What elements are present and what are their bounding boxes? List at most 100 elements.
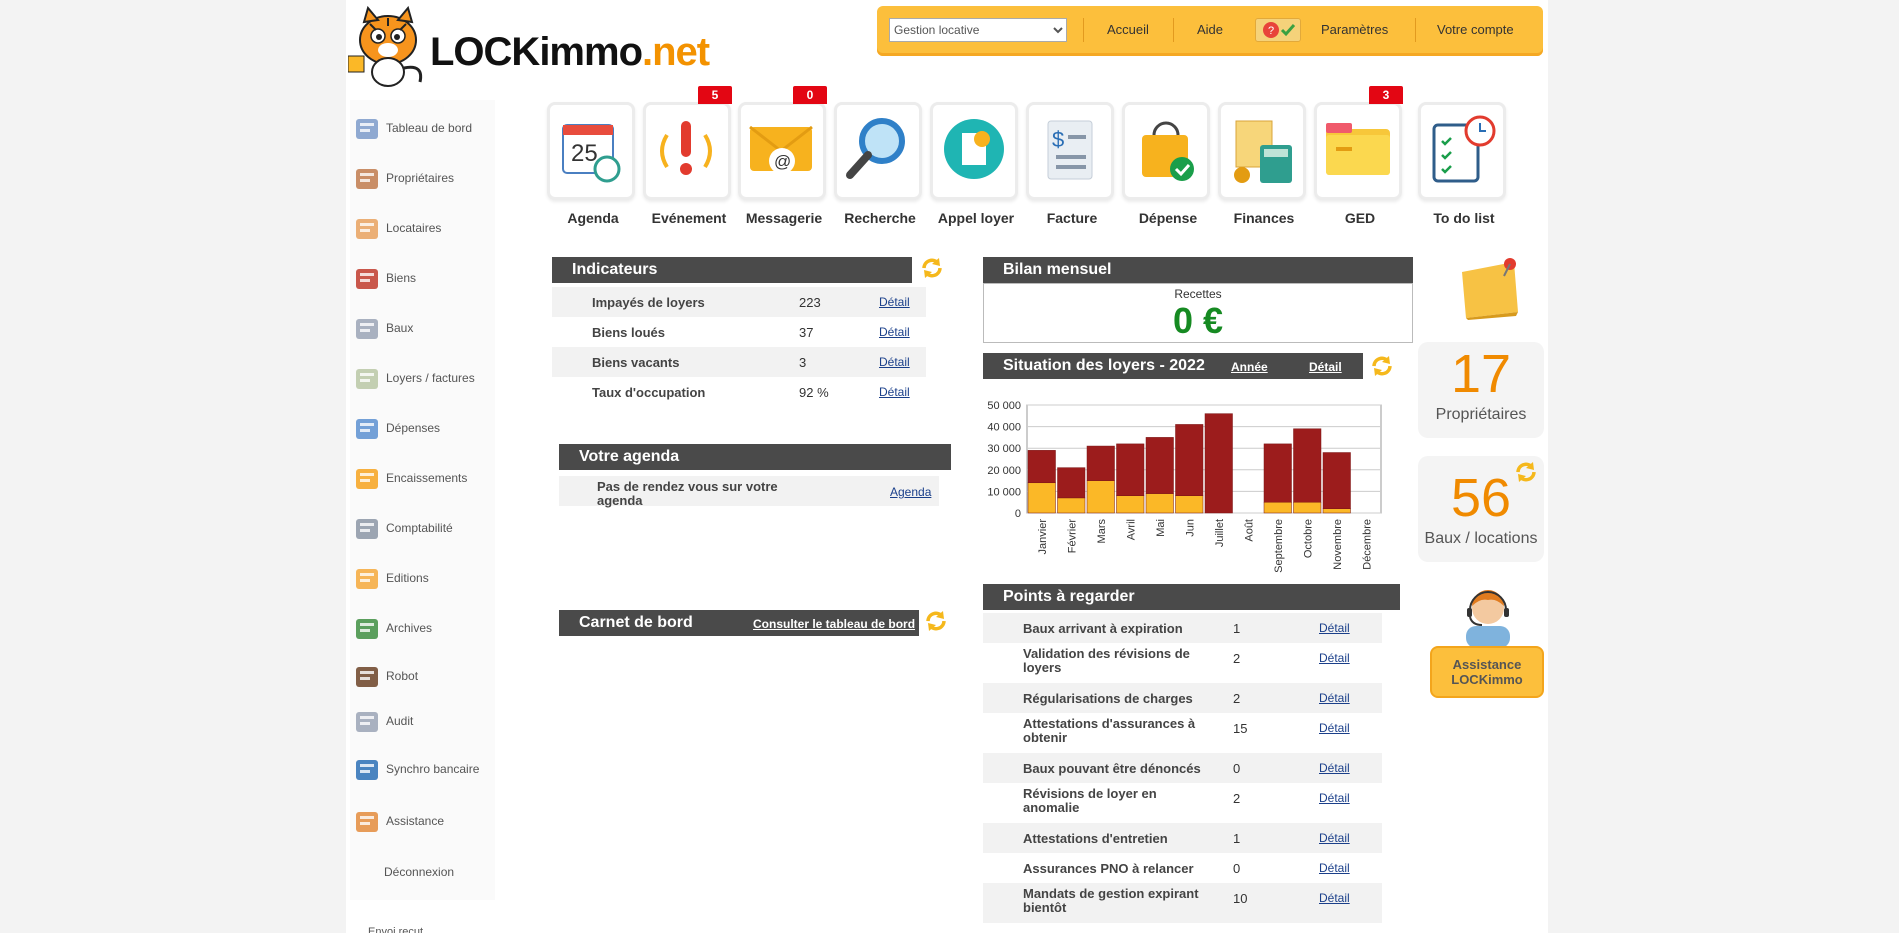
module-facture[interactable]: $ [1026,102,1114,200]
module-appel-loyer[interactable] [930,102,1018,200]
detail-link[interactable]: Détail [1319,761,1350,775]
sidebar-item-4[interactable]: Biens [350,258,495,298]
x-tick-label: Novembre [1332,519,1344,570]
points-label: Régularisations de charges [1023,691,1193,706]
carnet-link[interactable]: Consulter le tableau de bord [753,617,916,631]
points-value: 1 [1233,621,1241,636]
situation-annee-link[interactable]: Année [1231,360,1268,374]
sidebar-item-6[interactable]: Loyers / factures [350,358,495,398]
module-label[interactable]: Appel loyer [937,210,1015,226]
sidebar-item-11[interactable]: Archives [350,608,495,648]
bilan-title: Bilan mensuel [1003,261,1112,278]
refresh-icon[interactable] [1514,460,1538,484]
chart-bar [1175,495,1204,514]
detail-link[interactable]: Détail [879,295,910,309]
points-row: Baux pouvant être dénoncés 0 Détail [983,753,1382,783]
module-label[interactable]: Finances [1233,210,1295,226]
leases-stat[interactable]: 56 Baux / locations [1418,456,1544,562]
module-ged[interactable] [1314,102,1402,200]
detail-link[interactable]: Détail [1319,831,1350,845]
module-agenda[interactable]: 25 [547,102,635,200]
notification-badge: 0 [793,86,827,104]
sidebar-item-3[interactable]: Locataires [350,208,495,248]
agenda-title: Votre agenda [579,448,680,465]
sidebar-item-14[interactable]: Synchro bancaire [350,749,495,789]
logo-text-accent: .net [642,30,710,74]
logo[interactable]: LOCKimmo.net [346,6,716,88]
menu-accueil[interactable]: Accueil [1107,22,1149,37]
sidebar-item-7[interactable]: Dépenses [350,408,495,448]
x-tick-label: Avril [1125,519,1137,540]
situation-detail-link[interactable]: Détail [1309,360,1342,374]
detail-link[interactable]: Détail [879,385,910,399]
refresh-icon[interactable] [924,609,948,633]
owners-stat[interactable]: 17 Propriétaires [1418,342,1544,438]
menu-parametres[interactable]: Paramètres [1321,22,1389,37]
sidebar-item-label: Loyers / factures [386,371,475,385]
detail-link[interactable]: Détail [1319,691,1350,705]
points-row: Baux arrivant à expiration 1 Détail [983,613,1382,643]
module-label[interactable]: Recherche [844,210,916,226]
module-to-do-list[interactable] [1418,102,1506,200]
owners-count: 17 [1450,344,1512,404]
module-label[interactable]: To do list [1433,210,1495,226]
module-label[interactable]: Facture [1046,210,1098,226]
points-row: Révisions de loyer en anomalie 2 Détail [983,783,1382,823]
refresh-icon[interactable] [1370,354,1394,378]
agenda-link[interactable]: Agenda [890,485,932,499]
sidebar-item-16[interactable]: Déconnexion [350,852,495,892]
module-ev-nement[interactable] [643,102,731,200]
sidebar-item-label: Déconnexion [384,865,455,879]
y-tick-label: 40 000 [987,422,1021,434]
sidebar-item-5[interactable]: Baux [350,308,495,348]
indicateurs-title: Indicateurs [572,261,658,278]
module-label[interactable]: Agenda [567,210,619,226]
module-recherche[interactable] [834,102,922,200]
detail-link[interactable]: Détail [1319,621,1350,635]
logo-text: LOCKimmo [430,30,643,74]
chart-bar [1086,445,1115,481]
module-d-pense[interactable] [1122,102,1210,200]
module-finances[interactable] [1218,102,1306,200]
module-label[interactable]: GED [1344,210,1376,226]
invoice-icon [356,369,378,389]
sidebar-item-2[interactable]: Propriétaires [350,158,495,198]
sidebar-item-13[interactable]: Audit [350,701,495,741]
menu-aide[interactable]: Aide [1197,22,1224,37]
module-messagerie[interactable]: @ [738,102,826,200]
detail-link[interactable]: Détail [1319,891,1350,905]
sidebar-item-label: Editions [386,571,429,585]
sidebar-item-10[interactable]: Editions [350,558,495,598]
robot-icon [356,667,378,687]
detail-link[interactable]: Détail [1319,861,1350,875]
module-label[interactable]: Messagerie [745,210,823,226]
sidebar-item-9[interactable]: Comptabilité [350,508,495,548]
points-row: Assurances PNO à relancer 0 Détail [983,853,1382,883]
module-label[interactable]: Evénement [651,210,727,226]
detail-link[interactable]: Détail [879,325,910,339]
assistance-button[interactable]: Assistance LOCKimmo [1430,646,1544,698]
menu-votre-compte[interactable]: Votre compte [1437,22,1514,37]
chart-bar [1116,495,1145,514]
sidebar-item-label: Encaissements [386,471,468,485]
sidebar-item-12[interactable]: Robot [350,656,495,696]
module-label[interactable]: Dépense [1138,210,1198,226]
sidebar-item-15[interactable]: Assistance [350,801,495,841]
sidebar-item-label: Audit [386,714,414,728]
svg-text:25: 25 [571,140,598,167]
sidebar-item-label: Locataires [386,221,442,235]
activity-select[interactable]: Gestion locative [889,18,1067,42]
sidebar-item-1[interactable]: Tableau de bord [350,108,495,148]
chart-bar [1204,413,1233,514]
lease-icon [356,319,378,339]
points-label: Baux arrivant à expiration [1023,621,1183,636]
sidebar-item-8[interactable]: Encaissements [350,458,495,498]
help-check-button[interactable]: ? [1255,18,1301,42]
points-row: Attestations d'assurances à obtenir 15 Dét… [983,713,1382,753]
detail-link[interactable]: Détail [1319,721,1350,735]
recettes-value: 0 € [1172,300,1224,341]
detail-link[interactable]: Détail [1319,651,1350,665]
refresh-icon[interactable] [920,256,944,280]
detail-link[interactable]: Détail [1319,791,1350,805]
detail-link[interactable]: Détail [879,355,910,369]
